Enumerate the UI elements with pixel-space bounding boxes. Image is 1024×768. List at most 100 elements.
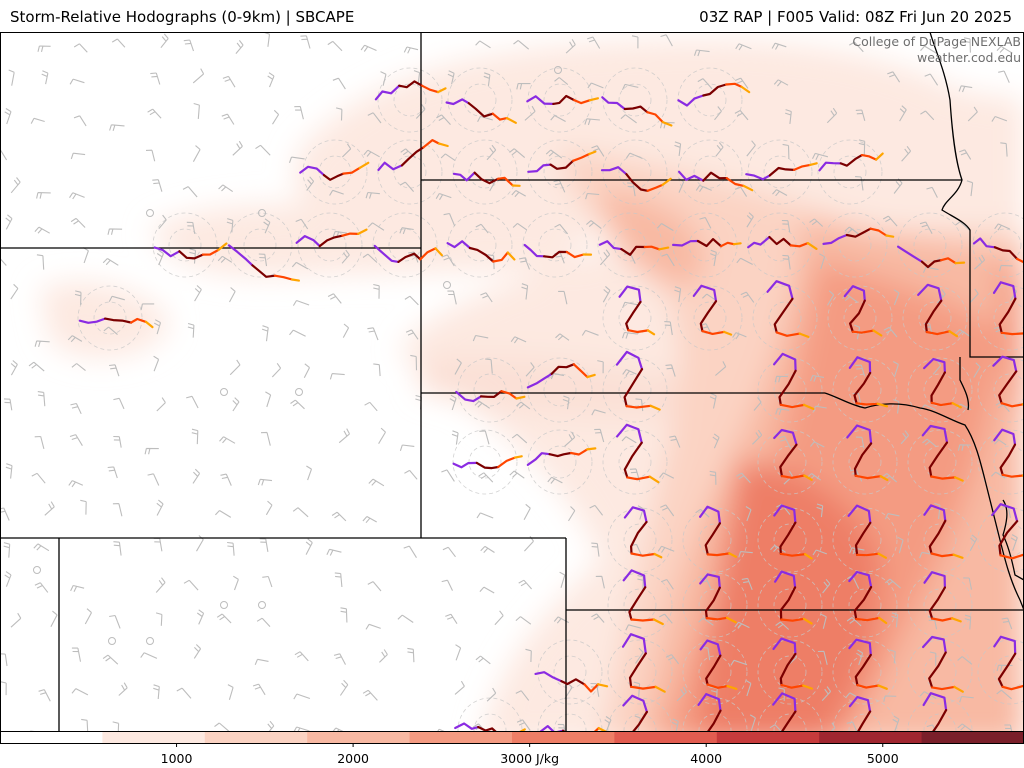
colorbar-tick-label: 5000 xyxy=(867,751,899,766)
wind-barb xyxy=(525,362,535,377)
hodograph-segment xyxy=(468,246,495,263)
wind-barb xyxy=(440,153,456,162)
wind-barb xyxy=(665,364,676,377)
hodograph-segment xyxy=(479,390,503,398)
wind-barb xyxy=(28,361,45,372)
wind-barb xyxy=(963,577,973,590)
colorbar-segment xyxy=(204,732,309,743)
wind-barb xyxy=(36,254,45,270)
wind-barb xyxy=(226,218,234,233)
hodograph-segment xyxy=(455,390,483,403)
wind-barb xyxy=(306,176,315,191)
wind-barb xyxy=(513,39,530,50)
wind-barb xyxy=(518,257,531,270)
hodograph-segment xyxy=(725,177,745,187)
wind-barb xyxy=(222,75,236,88)
hodograph-segment xyxy=(780,683,805,689)
hodograph-segment xyxy=(924,299,943,334)
wind-barb xyxy=(436,114,451,125)
wind-barb xyxy=(362,516,377,524)
wind-barb xyxy=(900,430,910,445)
wind-barb xyxy=(339,679,349,696)
hodograph-segment xyxy=(952,553,964,559)
hodograph-segment xyxy=(802,617,813,625)
wind-barb xyxy=(782,143,790,160)
hodograph-segment xyxy=(930,552,955,558)
wind-barb xyxy=(511,190,526,198)
hodograph-segment xyxy=(993,246,1019,260)
hodograph-segment xyxy=(153,246,181,258)
hodograph-segment xyxy=(725,616,737,624)
hodograph-segment xyxy=(993,428,1017,446)
wind-barb xyxy=(441,469,455,482)
wind-barb xyxy=(70,152,86,160)
wind-barb xyxy=(973,362,981,378)
wind-barb xyxy=(192,68,205,84)
wind-barb xyxy=(327,40,343,52)
wind-barb xyxy=(963,37,971,53)
storm-relative-hodographs xyxy=(78,80,1024,744)
wind-barb xyxy=(367,222,385,231)
hodograph-segment xyxy=(706,683,729,689)
wind-barb xyxy=(140,652,158,659)
wind-barb xyxy=(745,679,752,697)
wind-barb xyxy=(340,607,348,623)
wind-barb xyxy=(71,647,82,662)
wind-barb xyxy=(70,217,86,228)
hodograph-segment xyxy=(601,96,626,111)
wind-barb xyxy=(293,693,311,700)
wind-barb xyxy=(559,571,566,588)
hodograph-segment xyxy=(928,651,947,689)
wind-barb xyxy=(193,102,200,119)
wind-barb xyxy=(41,70,49,85)
wind-barb xyxy=(113,435,122,448)
wind-barb xyxy=(674,141,682,156)
wind-barb xyxy=(262,575,273,588)
wind-barb xyxy=(10,612,22,628)
wind-barb xyxy=(855,364,866,377)
wind-barb xyxy=(259,538,269,552)
wind-barb xyxy=(305,538,313,555)
wind-barb xyxy=(974,254,986,270)
hodograph-segment xyxy=(875,152,884,161)
wind-barb xyxy=(399,181,415,192)
wind-barb xyxy=(252,683,266,696)
wind-barb xyxy=(294,651,309,662)
wind-barb xyxy=(74,290,82,305)
wind-barbs xyxy=(0,32,1018,742)
wind-barb xyxy=(775,408,790,415)
hodograph-segment xyxy=(596,683,609,688)
hodograph-segment xyxy=(705,654,722,686)
wind-barb xyxy=(584,118,600,126)
hodograph-segment xyxy=(492,251,509,263)
hodograph-segment xyxy=(677,170,705,182)
wind-barb xyxy=(657,223,674,232)
wind-barb xyxy=(922,438,937,447)
wind-barb xyxy=(621,436,637,444)
wind-barb xyxy=(399,227,414,235)
wind-barb xyxy=(959,695,974,703)
wind-barb xyxy=(158,214,167,230)
wind-barb xyxy=(71,363,86,372)
hodograph-segment xyxy=(772,352,797,372)
hodograph-segment xyxy=(921,424,949,444)
wind-barb xyxy=(187,322,195,338)
hodograph-segment xyxy=(696,238,723,248)
wind-barb xyxy=(594,428,605,443)
wind-barb xyxy=(4,571,12,587)
wind-barb xyxy=(620,114,637,124)
hodograph-segment xyxy=(358,161,370,169)
hodograph-segment xyxy=(78,317,107,324)
hodograph-segment xyxy=(922,692,948,712)
model-run-info: 03Z RAP | F005 Valid: 08Z Fri Jun 20 202… xyxy=(699,8,1012,26)
colorbar-tick-label: 3000 J/kg xyxy=(500,751,559,766)
hodograph-segment xyxy=(357,228,368,235)
wind-barb xyxy=(451,430,459,445)
hodograph-segment xyxy=(853,585,873,621)
wind-barb xyxy=(547,476,563,484)
hodograph-segment xyxy=(446,240,471,250)
hodograph-segment xyxy=(773,428,798,446)
wind-barb xyxy=(360,44,377,52)
wind-barb xyxy=(441,254,455,267)
hodograph-segment xyxy=(992,281,1017,300)
